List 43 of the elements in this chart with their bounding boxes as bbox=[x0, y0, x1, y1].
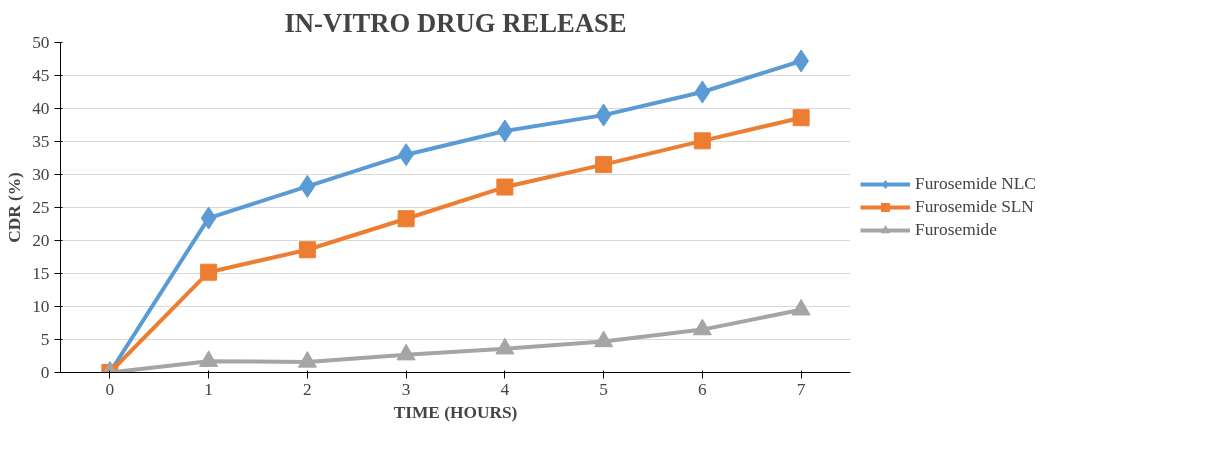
point bbox=[199, 350, 219, 367]
point bbox=[298, 241, 316, 259]
y-tick-label: 40 bbox=[32, 99, 50, 118]
y-tick-label: 15 bbox=[32, 264, 50, 283]
point bbox=[692, 318, 712, 336]
point bbox=[200, 263, 218, 281]
y-tick-label: 10 bbox=[32, 297, 50, 316]
point bbox=[792, 109, 810, 127]
x-tick-label: 1 bbox=[204, 379, 213, 399]
point bbox=[299, 174, 316, 198]
legend-label: Furosemide bbox=[915, 220, 997, 240]
y-tick-label: 45 bbox=[32, 66, 50, 85]
point bbox=[694, 80, 711, 104]
point bbox=[595, 156, 613, 174]
point bbox=[397, 210, 415, 228]
x-tick-label: 2 bbox=[303, 379, 312, 399]
x-tick-label: 5 bbox=[599, 379, 608, 399]
point bbox=[200, 206, 217, 230]
point bbox=[693, 132, 711, 150]
y-tick-label: 5 bbox=[40, 330, 50, 349]
point bbox=[594, 330, 614, 348]
point bbox=[297, 351, 317, 368]
y-tick-label: 35 bbox=[32, 132, 50, 151]
x-tick-label: 7 bbox=[796, 379, 806, 399]
legend-label: Furosemide SLN bbox=[915, 197, 1034, 217]
x-tick-label: 0 bbox=[105, 379, 115, 399]
y-tick-label: 30 bbox=[32, 165, 50, 184]
point bbox=[791, 298, 811, 316]
point bbox=[595, 103, 612, 127]
x-axis-title: TIME (HOURS) bbox=[393, 402, 518, 422]
y-tick-label: 0 bbox=[40, 363, 50, 382]
y-tick-label: 20 bbox=[32, 231, 50, 250]
y-tick-label: 50 bbox=[32, 33, 50, 52]
x-tick-label: 6 bbox=[698, 379, 708, 399]
y-axis-title: CDR (%) bbox=[5, 171, 25, 243]
legend-label: Furosemide NLC bbox=[915, 174, 1036, 194]
x-tick-label: 4 bbox=[500, 379, 510, 399]
point bbox=[396, 343, 416, 361]
point bbox=[496, 178, 514, 196]
x-tick-label: 3 bbox=[401, 379, 411, 399]
chart-title: IN-VITRO DRUG RELEASE bbox=[284, 7, 627, 38]
y-tick-label: 25 bbox=[32, 198, 50, 217]
point bbox=[495, 337, 515, 355]
